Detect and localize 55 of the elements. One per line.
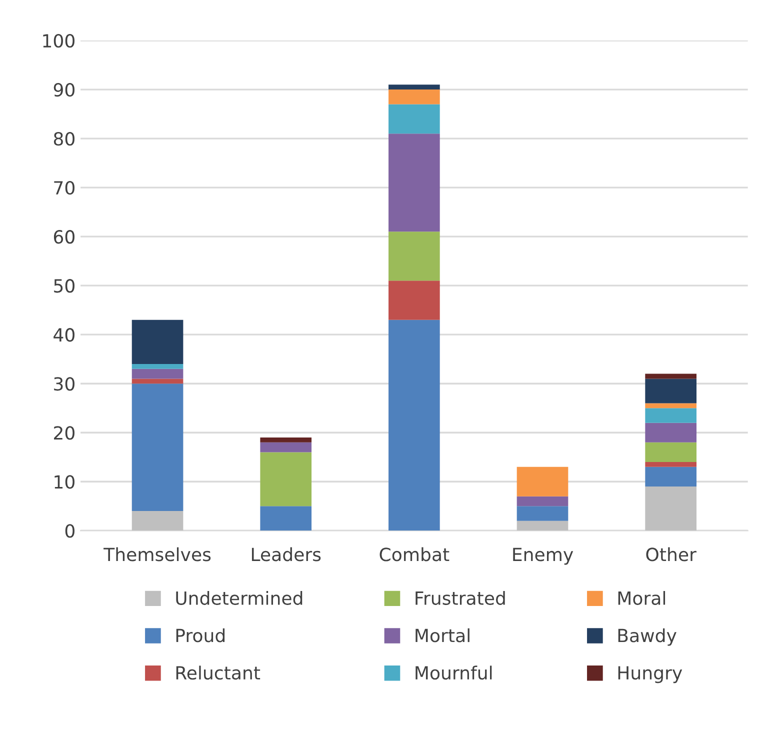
bar <box>260 452 312 506</box>
y-tick-label: 80 <box>54 132 74 146</box>
bar <box>516 520 568 531</box>
y-tick-label: 10 <box>54 475 74 489</box>
y-tick-label: 30 <box>54 377 74 391</box>
bar <box>645 378 696 404</box>
bar <box>645 466 696 487</box>
x-tick-label: Leaders <box>252 547 321 562</box>
bar <box>260 442 312 452</box>
legend-label: Moral <box>618 591 666 605</box>
legend-label: Proud <box>176 628 225 642</box>
y-tick-label: 100 <box>43 34 74 48</box>
bar <box>388 232 440 281</box>
bar <box>645 408 696 423</box>
bar <box>132 368 184 379</box>
legend-label: Bawdy <box>618 628 676 646</box>
bar <box>388 90 440 104</box>
legend-label: Reluctant <box>176 666 260 680</box>
bar <box>388 84 440 90</box>
bar <box>132 320 184 364</box>
y-tick-label: 70 <box>54 181 74 195</box>
bar <box>645 442 696 462</box>
bar <box>388 280 440 320</box>
y-tick-label: 40 <box>54 328 74 342</box>
bar <box>516 496 568 506</box>
y-tick-label: 0 <box>65 524 74 538</box>
y-tick-label: 50 <box>54 279 74 293</box>
legend-label: Mournful <box>416 666 492 680</box>
y-tick-label: 60 <box>54 230 74 244</box>
bar <box>132 384 184 512</box>
bar <box>388 104 440 134</box>
y-tick-label: 20 <box>54 426 74 440</box>
bar <box>645 462 696 467</box>
bar <box>516 506 568 521</box>
bar <box>645 403 696 408</box>
bar <box>388 320 440 531</box>
bar <box>260 506 312 531</box>
bar <box>516 466 568 496</box>
bar <box>645 422 696 442</box>
legend-label: Undetermined <box>176 591 302 605</box>
legend-label: Mortal <box>416 628 470 642</box>
y-tick-label: 90 <box>54 83 74 97</box>
bar <box>132 364 184 369</box>
bar <box>132 511 184 531</box>
bar <box>645 486 696 531</box>
bar <box>645 374 696 379</box>
legend-label: Frustrated <box>416 591 505 605</box>
x-tick-label: Other <box>646 547 696 562</box>
x-tick-label: Themselves <box>104 547 211 562</box>
bar <box>388 134 440 232</box>
bar <box>132 378 184 384</box>
legend-label: Hungry <box>618 666 682 684</box>
x-tick-label: Enemy <box>513 548 574 565</box>
x-tick-label: Combat <box>380 547 450 562</box>
bar <box>260 438 312 442</box>
